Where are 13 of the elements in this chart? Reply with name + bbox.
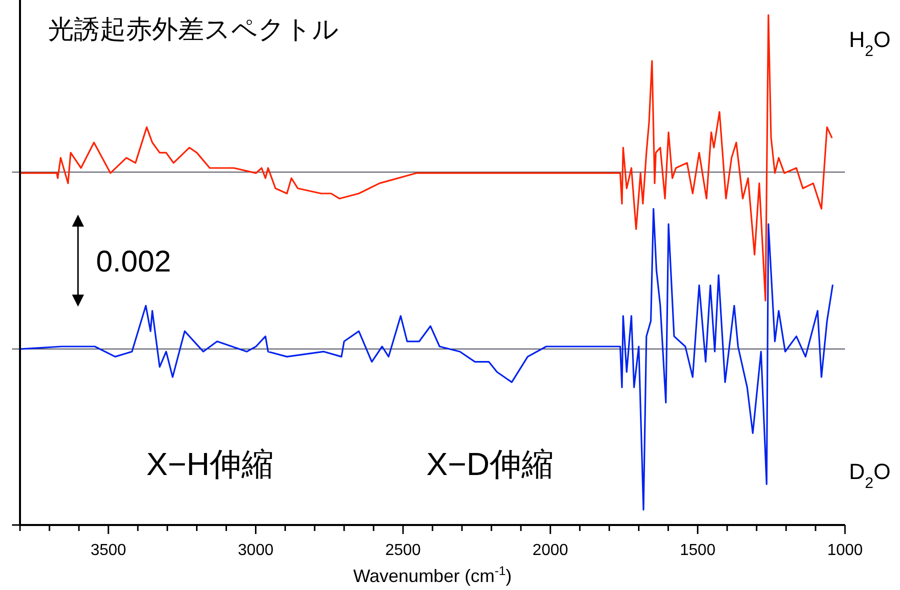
annotation: X−D伸縮 [426, 446, 554, 482]
x-axis-title: Wavenumber (cm$^{-1}$) [353, 564, 512, 586]
x-tick-label: 1500 [680, 542, 716, 559]
chart-title: 光誘起赤外差スペクトル [48, 14, 339, 44]
annotation: X−H伸縮 [146, 446, 274, 482]
x-tick-label: 2000 [532, 542, 568, 559]
text: D$_{2}$O [849, 459, 891, 492]
x-tick-label: 2500 [385, 542, 421, 559]
x-tick-label: 3500 [90, 542, 126, 559]
x-tick-label: 3000 [238, 542, 274, 559]
annotation: 0.002 [96, 246, 172, 279]
x-tick-label: 1000 [827, 542, 863, 559]
text: H$_{2}$O [849, 27, 891, 60]
